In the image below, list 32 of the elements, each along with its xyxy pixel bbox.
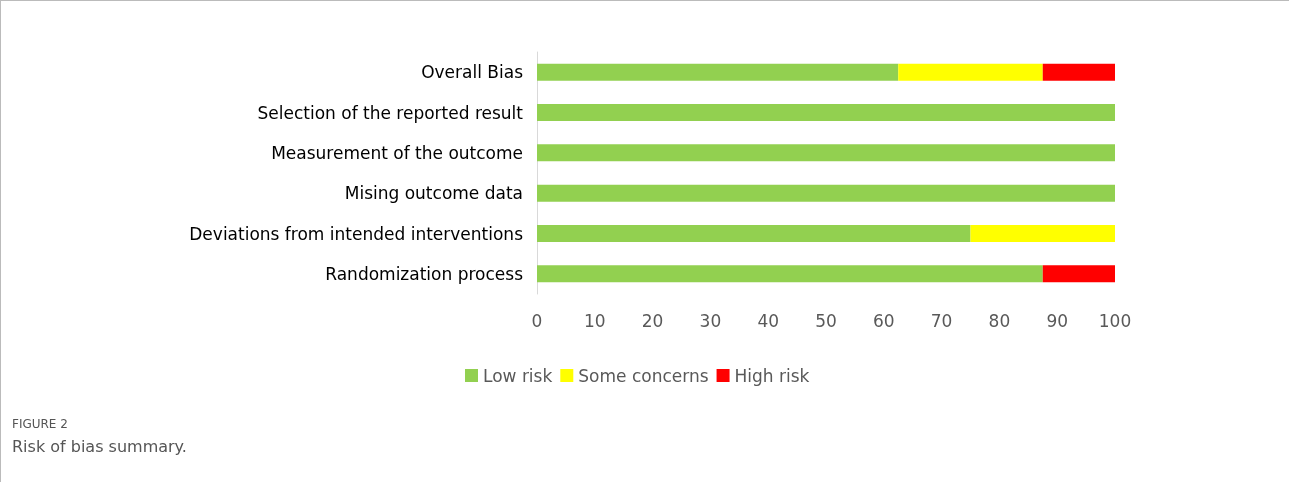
y-tick-label: Selection of the reported result xyxy=(257,102,524,123)
bar xyxy=(1042,63,1115,81)
x-tick-label: 10 xyxy=(583,310,606,331)
y-tick-label: Overall Bias xyxy=(421,62,524,83)
legend-label: Some concerns xyxy=(578,365,709,386)
y-tick-label: Deviations from intended interventions xyxy=(189,223,524,244)
caption: FIGURE 2 xyxy=(12,417,68,431)
x-tick-label: 70 xyxy=(930,310,953,331)
x-tick-label: 50 xyxy=(815,310,837,331)
x-tick-label: 80 xyxy=(988,310,1011,331)
y-tick-label: Randomization process xyxy=(325,263,524,284)
bar xyxy=(1042,265,1115,283)
x-tick-label: 0 xyxy=(531,310,543,331)
bar xyxy=(537,184,1115,202)
bar xyxy=(970,225,1115,242)
bar xyxy=(537,144,1115,162)
x-tick-label: 40 xyxy=(757,310,780,331)
x-tick-label: 60 xyxy=(872,310,895,331)
bar xyxy=(537,104,1115,121)
y-tick-label: Mising outcome data xyxy=(344,183,523,204)
y-tick-label: Measurement of the outcome xyxy=(271,142,523,163)
x-tick-label: 100 xyxy=(1098,310,1132,331)
legend-label: Low risk xyxy=(483,365,553,386)
legend-label: High risk xyxy=(734,365,810,386)
x-tick-label: 20 xyxy=(641,310,664,331)
bar xyxy=(537,225,971,242)
bar xyxy=(898,63,1043,81)
x-tick-label: 30 xyxy=(699,310,722,331)
bar xyxy=(537,265,1043,283)
text: Risk of bias summary. xyxy=(12,437,187,456)
bar xyxy=(537,63,899,81)
x-tick-label: 90 xyxy=(1046,310,1069,331)
